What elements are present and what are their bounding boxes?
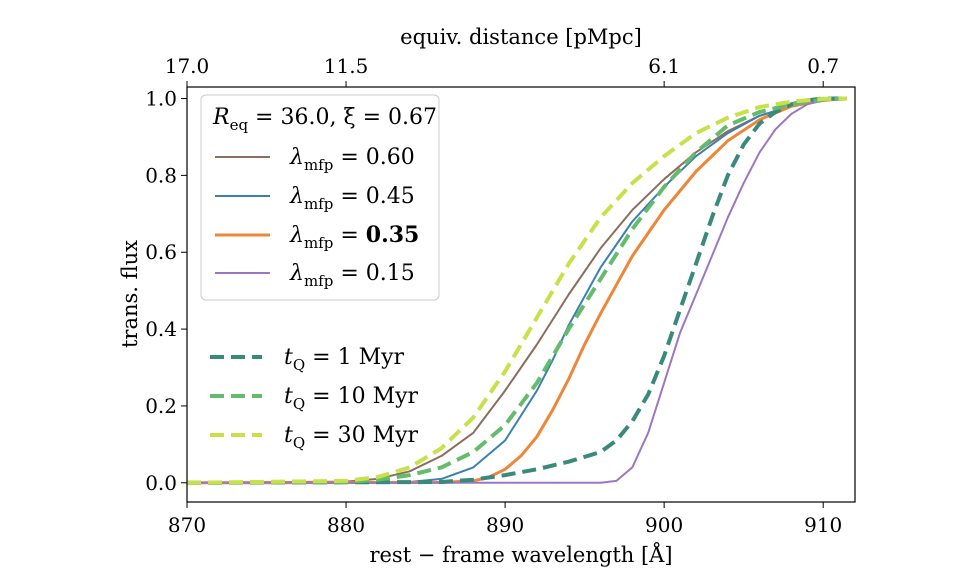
series-line-5 [187,96,847,485]
series-line-6 [187,96,848,485]
legend-label-3: λmfp = 0.35 [289,222,419,252]
x-axis-label: rest − frame wavelength [Å] [369,542,672,567]
series-layer [187,96,848,485]
x-tick-label: 880 [327,513,365,537]
y-tick-label: 0.8 [145,163,177,187]
y-tick-label: 1.0 [145,87,177,111]
series-line-2 [187,97,848,484]
legend-label-1: λmfp = 0.60 [289,145,415,174]
top-tick-label: 6.1 [648,54,680,78]
legend-label-2: λmfp = 0.45 [289,184,415,213]
legend-box [200,94,440,301]
top-tick-label: 0.7 [807,54,839,78]
y-tick-label: 0.2 [145,394,177,418]
y-tick-label: 0.6 [145,240,177,264]
y-tick-label: 0.0 [145,471,177,495]
top-tick-label: 17.0 [165,54,210,78]
legend-label-4: λmfp = 0.15 [289,261,415,290]
legend: Req = 36.0, ξ = 0.67 λmfp = 0.60 λmfp = 0.… [200,94,440,452]
y-tick-label: 0.4 [145,317,177,341]
legend-title: Req = 36.0, ξ = 0.67 [212,105,437,134]
x-tick-label: 910 [804,513,842,537]
top-tick-label: 11.5 [324,54,369,78]
legend-label-5: tQ = 1 Myr [284,345,405,374]
x-tick-label: 890 [486,513,524,537]
plot-frame [186,86,856,503]
x-tick-label: 900 [645,513,683,537]
legend-label-7: tQ = 30 Myr [284,423,419,452]
y-axis-label: trans. flux [118,240,142,348]
x-tick-label: 870 [168,513,206,537]
top-axis-label: equiv. distance [pMpc] [400,25,642,49]
series-line-4 [187,97,848,484]
series-line-7 [187,96,848,485]
axes-layer: 870 880 890 900 910 0.0 0.2 0.4 0.6 0.8 1.0 17.0 11.… [145,54,842,537]
legend-label-6: tQ = 10 Myr [284,384,419,413]
